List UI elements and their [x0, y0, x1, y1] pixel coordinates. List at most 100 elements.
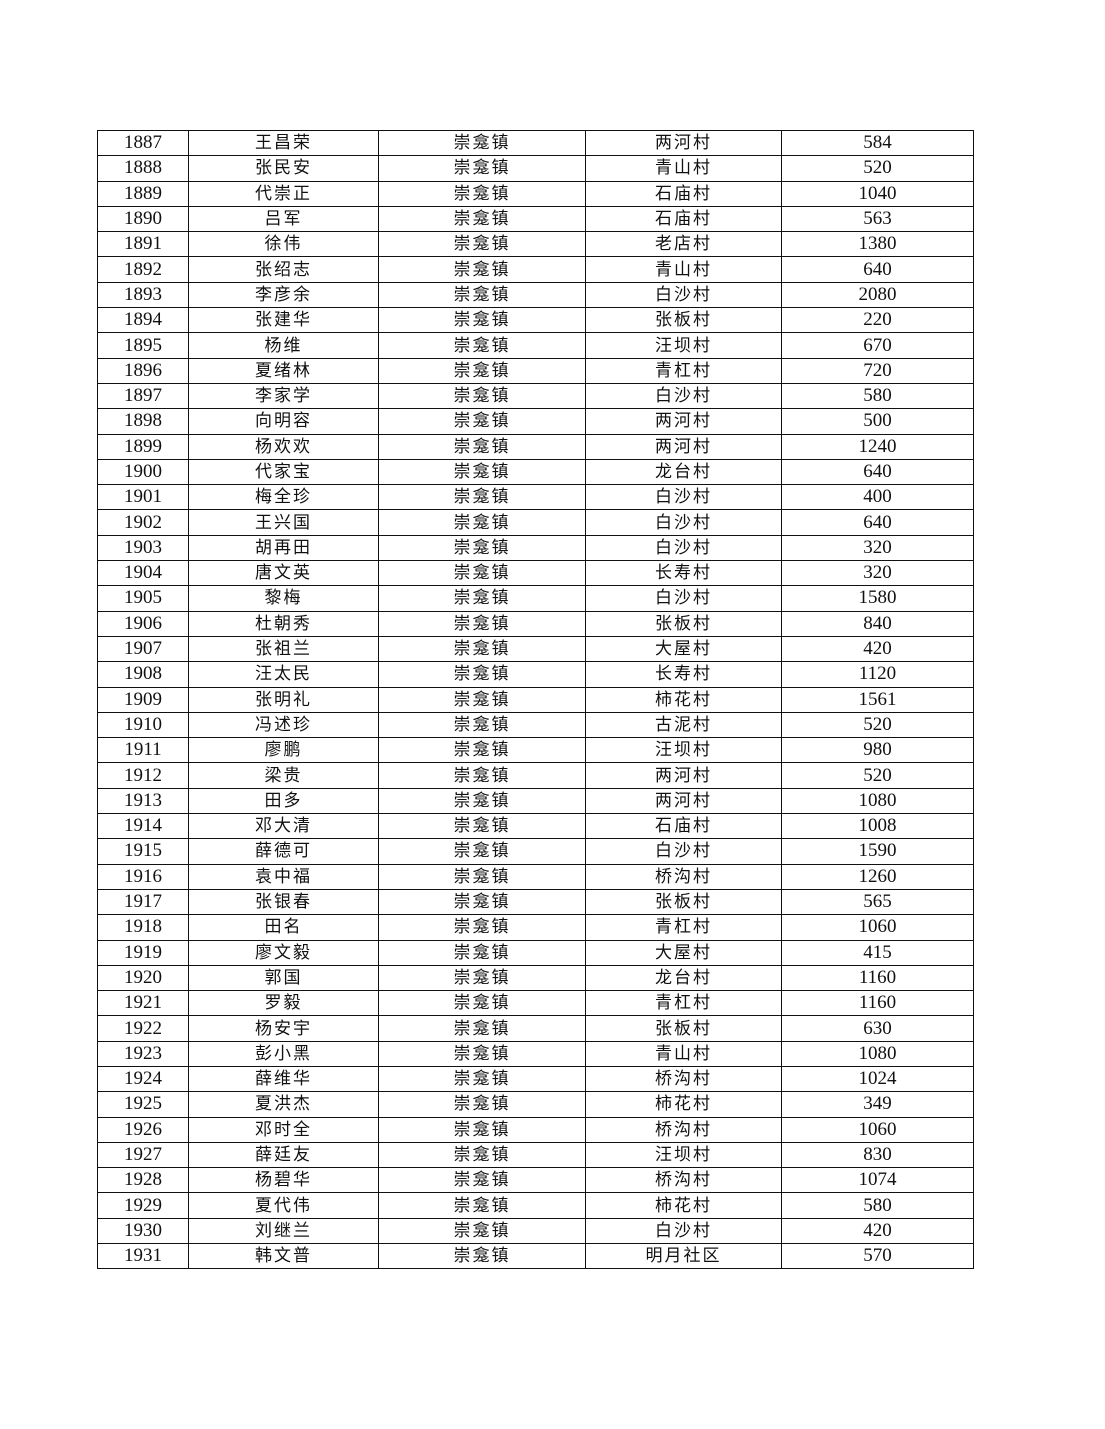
row-number-cell: 1930 [97, 1217, 189, 1245]
row-number-cell: 1919 [97, 939, 189, 966]
name-cell: 张民安 [188, 155, 379, 182]
row-number-cell: 1912 [97, 762, 189, 789]
amount-cell: 570 [781, 1243, 974, 1270]
name-cell: 汪太民 [188, 661, 379, 688]
amount-cell: 980 [781, 737, 974, 764]
village-cell: 张板村 [585, 307, 782, 334]
table-row: 1916 袁中福 崇龛镇 桥沟村 1260 [97, 863, 974, 890]
town-cell: 崇龛镇 [378, 762, 586, 789]
table-row: 1908 汪太民 崇龛镇 长寿村 1120 [97, 661, 974, 688]
name-cell: 张绍志 [188, 256, 379, 283]
name-cell: 薛维华 [188, 1065, 379, 1093]
name-cell: 张祖兰 [188, 635, 379, 663]
name-cell: 杨维 [188, 332, 379, 359]
name-cell: 杨欢欢 [188, 433, 379, 460]
name-cell: 代崇正 [188, 180, 379, 207]
village-cell: 汪坝村 [585, 1141, 782, 1169]
village-cell: 汪坝村 [585, 737, 782, 764]
town-cell: 崇龛镇 [378, 1243, 586, 1270]
row-number-cell: 1897 [97, 382, 189, 410]
town-cell: 崇龛镇 [378, 1065, 586, 1093]
row-number-cell: 1911 [97, 737, 189, 764]
village-cell: 两河村 [585, 762, 782, 789]
row-number-cell: 1918 [97, 914, 189, 941]
village-cell: 两河村 [585, 408, 782, 435]
row-number-cell: 1889 [97, 180, 189, 207]
name-cell: 张明礼 [188, 686, 379, 713]
village-cell: 桥沟村 [585, 1116, 782, 1143]
town-cell: 崇龛镇 [378, 256, 586, 283]
amount-cell: 640 [781, 458, 974, 486]
row-number-cell: 1899 [97, 433, 189, 460]
table-row: 1923 彭小黑 崇龛镇 青山村 1080 [97, 1040, 974, 1067]
name-cell: 吕军 [188, 205, 379, 233]
town-cell: 崇龛镇 [378, 1015, 586, 1042]
name-cell: 邓时全 [188, 1116, 379, 1143]
town-cell: 崇龛镇 [378, 281, 586, 309]
name-cell: 徐伟 [188, 231, 379, 258]
name-cell: 邓大清 [188, 813, 379, 840]
town-cell: 崇龛镇 [378, 231, 586, 258]
village-cell: 白沙村 [585, 1217, 782, 1245]
name-cell: 梅全珍 [188, 484, 379, 511]
name-cell: 李彦余 [188, 281, 379, 309]
table-row: 1931 韩文普 崇龛镇 明月社区 570 [97, 1243, 974, 1270]
table-row: 1925 夏洪杰 崇龛镇 柿花村 349 [97, 1091, 974, 1118]
amount-cell: 1024 [781, 1065, 974, 1093]
amount-cell: 1580 [781, 585, 974, 612]
table-row: 1920 郭国 崇龛镇 龙台村 1160 [97, 964, 974, 992]
village-cell: 两河村 [585, 433, 782, 460]
town-cell: 崇龛镇 [378, 661, 586, 688]
table-row: 1926 邓时全 崇龛镇 桥沟村 1060 [97, 1116, 974, 1143]
town-cell: 崇龛镇 [378, 990, 586, 1017]
town-cell: 崇龛镇 [378, 129, 586, 157]
village-cell: 白沙村 [585, 838, 782, 865]
row-number-cell: 1898 [97, 408, 189, 435]
village-cell: 桥沟村 [585, 1167, 782, 1194]
table-row: 1921 罗毅 崇龛镇 青杠村 1160 [97, 990, 974, 1017]
row-number-cell: 1923 [97, 1040, 189, 1067]
data-table: 1887 王昌荣 崇龛镇 两河村 584 1888 张民安 崇龛镇 青山村 520 1889 代崇正崇… [97, 129, 974, 1270]
name-cell: 向明容 [188, 408, 379, 435]
town-cell: 崇龛镇 [378, 964, 586, 992]
row-number-cell: 1892 [97, 256, 189, 283]
amount-cell: 1240 [781, 433, 974, 460]
row-number-cell: 1896 [97, 357, 189, 384]
town-cell: 崇龛镇 [378, 1116, 586, 1143]
amount-cell: 320 [781, 560, 974, 587]
table-row: 1911 廖鹏 崇龛镇 汪坝村 980 [97, 737, 974, 764]
table-row: 1887 王昌荣 崇龛镇 两河村 584 [97, 129, 974, 157]
village-cell: 白沙村 [585, 484, 782, 511]
village-cell: 两河村 [585, 129, 782, 157]
town-cell: 崇龛镇 [378, 838, 586, 865]
village-cell: 白沙村 [585, 281, 782, 309]
row-number-cell: 1890 [97, 205, 189, 233]
row-number-cell: 1920 [97, 964, 189, 992]
row-number-cell: 1894 [97, 307, 189, 334]
amount-cell: 420 [781, 1217, 974, 1245]
village-cell: 张板村 [585, 888, 782, 916]
name-cell: 田多 [188, 787, 379, 815]
amount-cell: 670 [781, 332, 974, 359]
amount-cell: 1120 [781, 661, 974, 688]
name-cell: 袁中福 [188, 863, 379, 890]
town-cell: 崇龛镇 [378, 155, 586, 182]
table-row: 1894 张建华 崇龛镇 张板村 220 [97, 307, 974, 334]
name-cell: 夏绪林 [188, 357, 379, 384]
row-number-cell: 1904 [97, 560, 189, 587]
table-row: 1898 向明容 崇龛镇 两河村 500 [97, 408, 974, 435]
amount-cell: 520 [781, 711, 974, 739]
table-row: 1919 廖文毅 崇龛镇 大屋村 415 [97, 939, 974, 966]
village-cell: 汪坝村 [585, 332, 782, 359]
amount-cell: 320 [781, 534, 974, 562]
name-cell: 王昌荣 [188, 129, 379, 157]
town-cell: 崇龛镇 [378, 205, 586, 233]
row-number-cell: 1925 [97, 1091, 189, 1118]
row-number-cell: 1926 [97, 1116, 189, 1143]
amount-cell: 415 [781, 939, 974, 966]
amount-cell: 1080 [781, 787, 974, 815]
table-row: 1903 胡再田 崇龛镇 白沙村 320 [97, 534, 974, 562]
town-cell: 崇龛镇 [378, 711, 586, 739]
amount-cell: 580 [781, 1192, 974, 1219]
row-number-cell: 1905 [97, 585, 189, 612]
